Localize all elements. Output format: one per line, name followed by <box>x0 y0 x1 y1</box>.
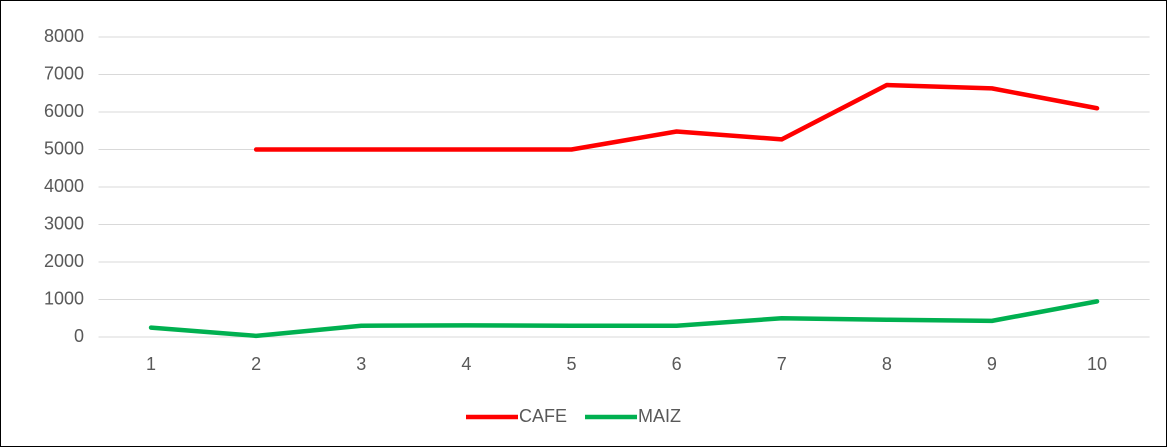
x-tick-label: 5 <box>566 354 576 374</box>
series-line <box>253 82 1100 152</box>
legend-label: CAFE <box>519 406 567 426</box>
y-tick-label: 4000 <box>44 176 84 196</box>
x-tick-label: 9 <box>987 354 997 374</box>
x-tick-label: 2 <box>251 354 261 374</box>
x-tick-label: 3 <box>356 354 366 374</box>
y-tick-label: 1000 <box>44 288 84 308</box>
y-tick-label: 0 <box>74 326 84 346</box>
y-tick-label: 5000 <box>44 138 84 158</box>
y-tick-label: 2000 <box>44 251 84 271</box>
x-tick-label: 6 <box>672 354 682 374</box>
y-tick-label: 8000 <box>44 26 84 46</box>
x-tick-label: 4 <box>461 354 471 374</box>
series-line <box>148 299 1100 339</box>
y-tick-label: 7000 <box>44 63 84 83</box>
y-tick-label: 3000 <box>44 213 84 233</box>
y-tick-label: 6000 <box>44 101 84 121</box>
x-tick-label: 10 <box>1087 354 1107 374</box>
x-tick-label: 7 <box>777 354 787 374</box>
legend-label: MAIZ <box>638 406 681 426</box>
x-tick-label: 8 <box>882 354 892 374</box>
x-tick-label: 1 <box>146 354 156 374</box>
